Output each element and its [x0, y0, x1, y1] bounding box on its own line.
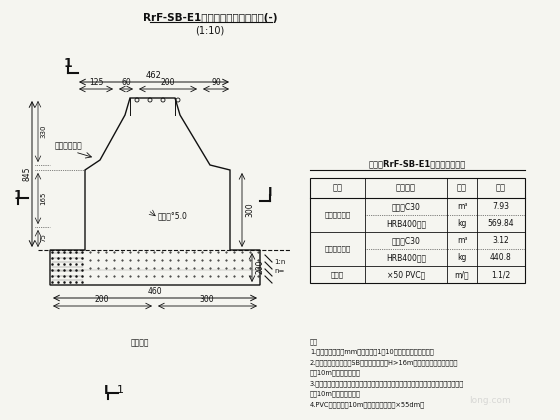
Text: 300: 300: [245, 203, 254, 217]
Text: kg: kg: [458, 219, 466, 228]
Text: 混凝土°5.0: 混凝土°5.0: [158, 211, 188, 220]
Text: 1:n: 1:n: [274, 259, 286, 265]
Text: 460: 460: [148, 287, 162, 296]
Text: 845: 845: [22, 167, 31, 181]
Text: 165: 165: [40, 192, 46, 205]
Text: n=: n=: [274, 268, 284, 274]
Text: 1: 1: [116, 385, 124, 395]
Text: 混凝土C30: 混凝土C30: [391, 236, 421, 245]
Text: 75: 75: [40, 234, 46, 242]
Text: 下部护栏基础: 下部护栏基础: [324, 246, 351, 252]
Text: 90: 90: [211, 78, 221, 87]
Text: 462: 462: [146, 71, 162, 80]
Text: 1: 1: [64, 57, 72, 69]
Text: ×50 PVC管: ×50 PVC管: [387, 270, 425, 279]
Text: 200: 200: [95, 295, 109, 304]
Text: 1.本图尺寸单位为mm制，比例为1：10，远离一般公路设计。: 1.本图尺寸单位为mm制，比例为1：10，远离一般公路设计。: [310, 349, 434, 355]
Text: 注：: 注：: [310, 338, 318, 344]
Text: RrF-SB-E1路侧混凝土护栏通用图(-): RrF-SB-E1路侧混凝土护栏通用图(-): [143, 13, 277, 23]
Text: (1:10): (1:10): [195, 25, 225, 35]
Text: m³: m³: [457, 236, 467, 245]
Bar: [310, 178, 525, 283]
Text: 125: 125: [89, 78, 103, 87]
Text: I: I: [268, 186, 272, 199]
Text: L: L: [104, 383, 112, 396]
Text: 4.PVC排水管间距10m布置一根，管径为×55dm。: 4.PVC排水管间距10m布置一根，管径为×55dm。: [310, 401, 425, 407]
Text: 至年10m席倍一道护栏。: 至年10m席倍一道护栏。: [310, 391, 361, 397]
Text: 数量: 数量: [496, 184, 506, 192]
Text: long.com: long.com: [469, 396, 511, 404]
Text: 330: 330: [40, 124, 46, 138]
Text: 上面护栏主体: 上面护栏主体: [55, 141, 83, 150]
Text: 名称: 名称: [333, 184, 343, 192]
Text: 60: 60: [121, 78, 131, 87]
Text: 300: 300: [200, 295, 214, 304]
Text: 569.84: 569.84: [488, 219, 514, 228]
Text: m/根: m/根: [455, 270, 469, 279]
Text: HRB400键筋: HRB400键筋: [386, 219, 426, 228]
Text: 排水管: 排水管: [331, 271, 344, 278]
Text: m³: m³: [457, 202, 467, 211]
Text: 材料名称: 材料名称: [396, 184, 416, 192]
Text: kg: kg: [458, 253, 466, 262]
Text: 至年10m席倍一道护栏。: 至年10m席倍一道护栏。: [310, 370, 361, 376]
Text: 440.8: 440.8: [490, 253, 512, 262]
Text: 混凝土C30: 混凝土C30: [391, 202, 421, 211]
Text: 每延米RrF-SB-E1护栏材料用量表: 每延米RrF-SB-E1护栏材料用量表: [369, 160, 466, 168]
Text: 7.93: 7.93: [492, 202, 510, 211]
Text: 护栏基础: 护栏基础: [130, 338, 150, 347]
Text: 200: 200: [255, 260, 264, 274]
Text: HRB400键筋: HRB400键筋: [386, 253, 426, 262]
Text: 200: 200: [161, 78, 175, 87]
Text: 1: 1: [13, 189, 22, 202]
Text: 单位: 单位: [457, 184, 467, 192]
Text: 2.路侧护栏防撞等级为SB，层面技术要求H>16m时外侧护栏场地适当加宽: 2.路侧护栏防撞等级为SB，层面技术要求H>16m时外侧护栏场地适当加宽: [310, 359, 459, 365]
Text: 1.1/2: 1.1/2: [491, 270, 511, 279]
Text: 上部护栏主体: 上部护栏主体: [324, 212, 351, 218]
Text: 3.12: 3.12: [493, 236, 510, 245]
Text: 3.护栏混凝土面层涂联护栏中，护栏混凝土接缝处都应对应设置纵向分割缝席摆展数据: 3.护栏混凝土面层涂联护栏中，护栏混凝土接缝处都应对应设置纵向分割缝席摆展数据: [310, 380, 464, 386]
